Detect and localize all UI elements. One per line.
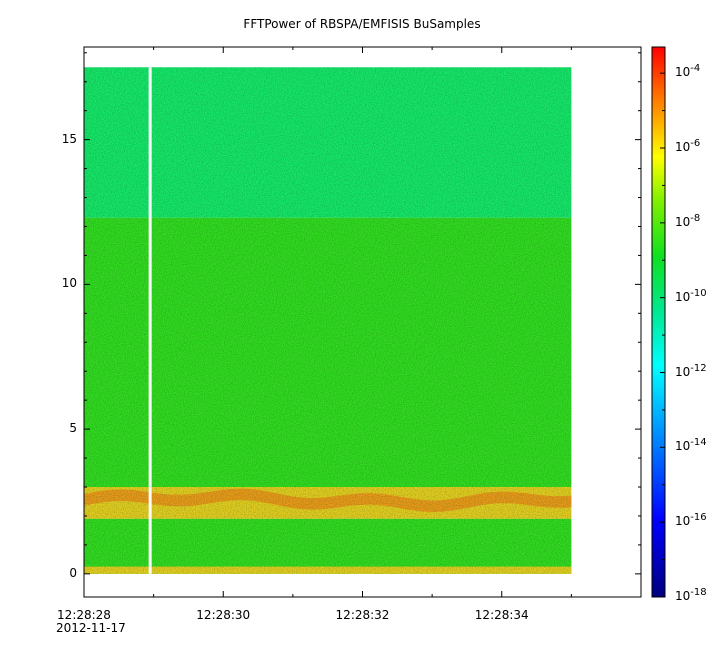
plot-axes	[83, 46, 642, 598]
colorbar-tick-label: 10-12	[675, 362, 707, 379]
y-tick-label: 15	[61, 131, 77, 146]
y-tick-label: 0	[69, 565, 77, 580]
colorbar-frame	[651, 46, 666, 598]
colorbar-tick-label: 10-10	[675, 287, 707, 304]
y-tick-label: 10	[61, 276, 77, 291]
data-gap	[148, 67, 152, 574]
colorbar-tick-label: 10-16	[675, 512, 707, 529]
x-tick-label: 12:28:34	[474, 608, 529, 622]
colorbar	[651, 46, 666, 598]
colorbar-tick-label: 10-14	[675, 437, 707, 454]
x-date-label: 2012-11-17	[56, 621, 126, 635]
spectrogram-image	[84, 67, 572, 574]
x-tick-label: 12:28:28	[57, 608, 111, 622]
colorbar-tick-label: 10-4	[675, 63, 701, 80]
colorbar-tick-label: 10-18	[675, 587, 707, 603]
y-tick-label: 5	[69, 421, 77, 436]
spectrogram-texture	[84, 67, 572, 574]
chart-title: FFTPower of RBSPA/EMFISIS BuSamples	[243, 17, 481, 31]
colorbar-gradient	[652, 47, 665, 597]
colorbar-tick-label: 10-8	[675, 212, 701, 229]
x-tick-label: 12:28:30	[196, 608, 251, 622]
x-tick-label: 12:28:32	[335, 608, 390, 622]
colorbar-tick-label: 10-6	[675, 138, 701, 155]
